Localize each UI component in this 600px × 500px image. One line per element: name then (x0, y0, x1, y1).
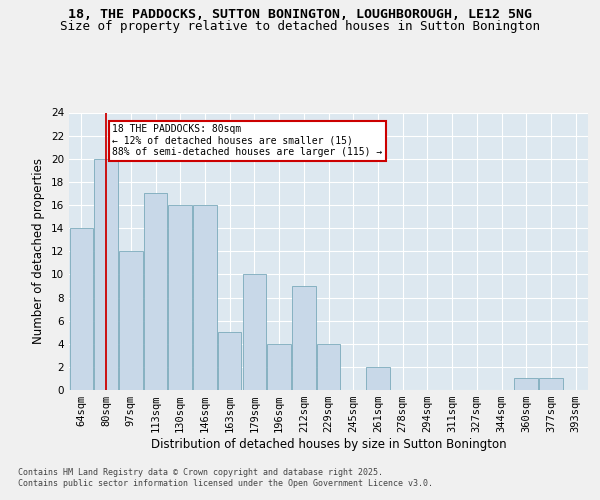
Bar (193, 205, 217, 390)
X-axis label: Distribution of detached houses by size in Sutton Bonington: Distribution of detached houses by size … (151, 438, 506, 451)
Text: Contains HM Land Registry data © Crown copyright and database right 2025.
Contai: Contains HM Land Registry data © Crown c… (18, 468, 433, 487)
Bar (539, 378, 563, 390)
Text: 18 THE PADDOCKS: 80sqm
← 12% of detached houses are smaller (15)
88% of semi-det: 18 THE PADDOCKS: 80sqm ← 12% of detached… (112, 124, 383, 158)
Bar (292, 286, 316, 390)
Bar (169, 205, 192, 390)
Bar (218, 332, 241, 390)
Bar (317, 344, 340, 390)
Text: 18, THE PADDOCKS, SUTTON BONINGTON, LOUGHBOROUGH, LE12 5NG: 18, THE PADDOCKS, SUTTON BONINGTON, LOUG… (68, 8, 532, 20)
Bar (514, 378, 538, 390)
Bar (144, 194, 167, 390)
Bar (119, 251, 143, 390)
Bar (242, 274, 266, 390)
Y-axis label: Number of detached properties: Number of detached properties (32, 158, 46, 344)
Text: Size of property relative to detached houses in Sutton Bonington: Size of property relative to detached ho… (60, 20, 540, 33)
Bar (268, 344, 291, 390)
Bar (366, 367, 389, 390)
Bar (70, 228, 93, 390)
Bar (94, 159, 118, 390)
